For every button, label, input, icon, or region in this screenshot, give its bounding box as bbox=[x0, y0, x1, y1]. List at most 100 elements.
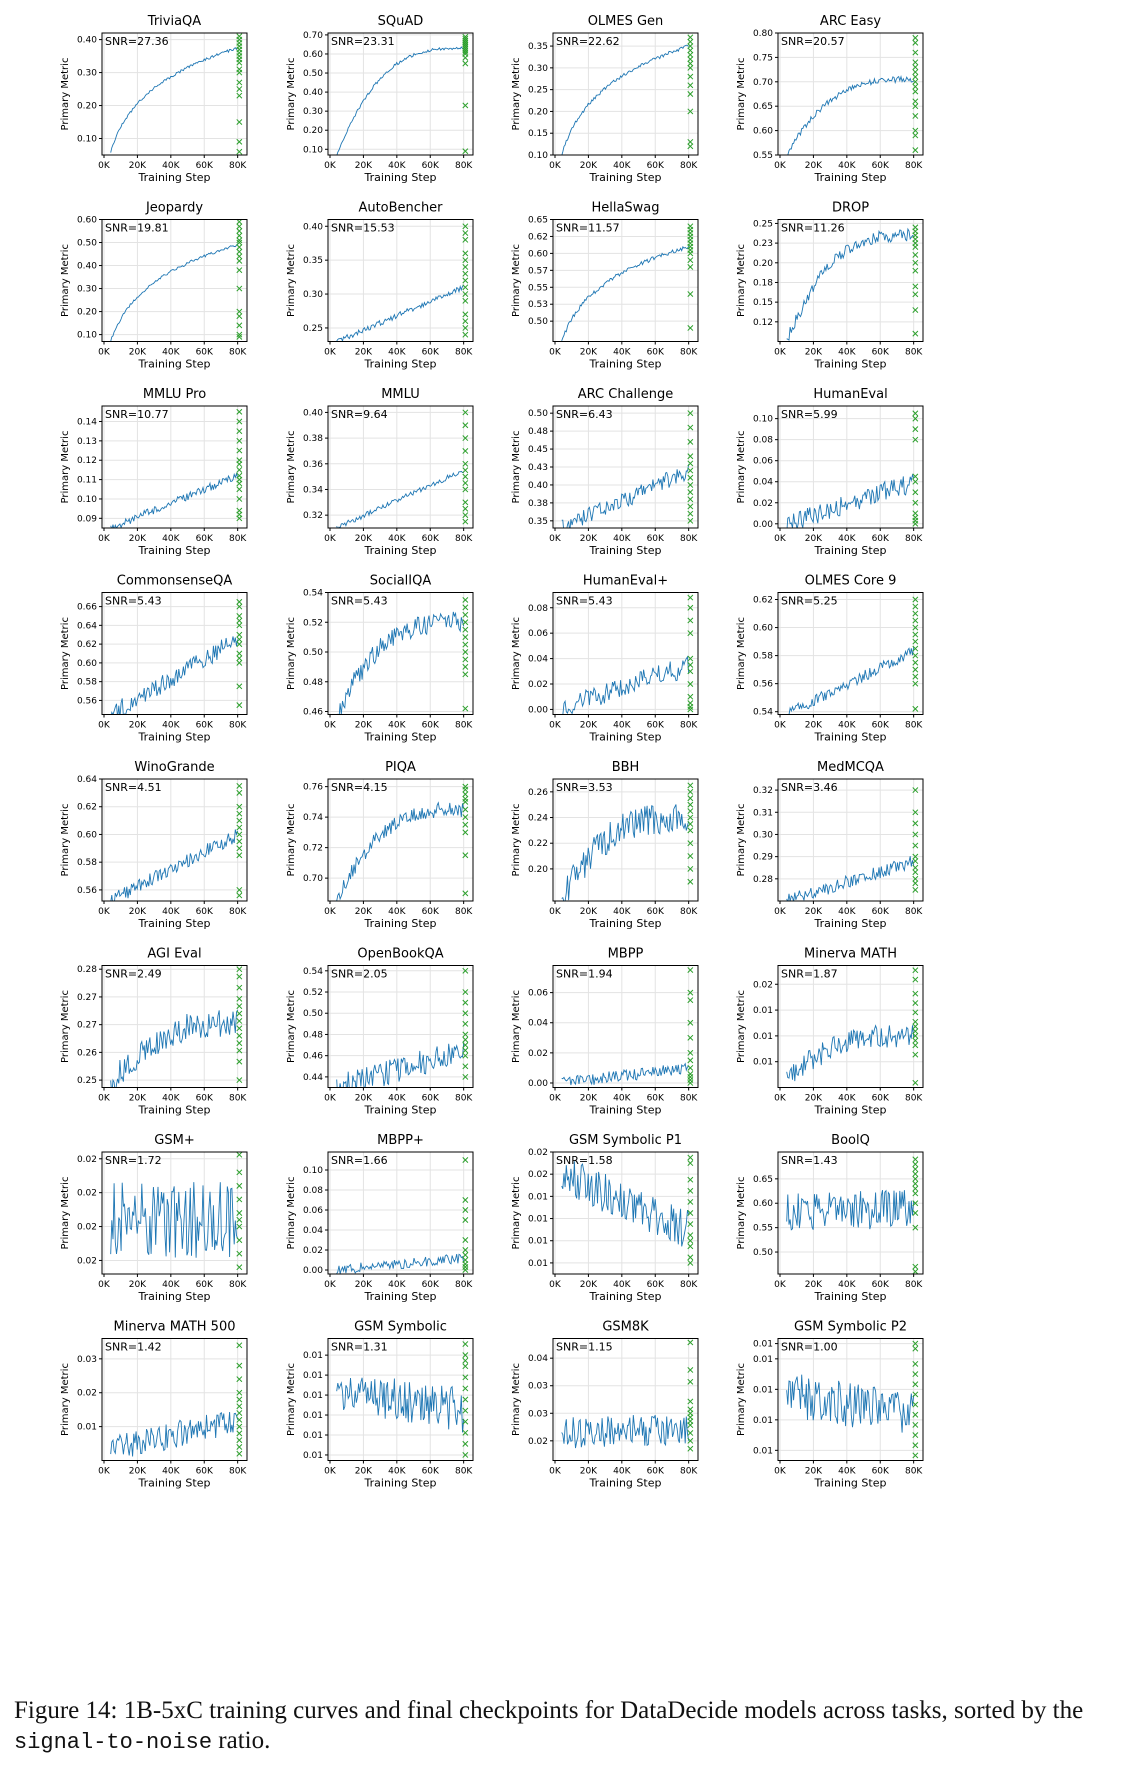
y-tick-label: 0.02 bbox=[528, 680, 548, 690]
final-checkpoint-marker bbox=[462, 656, 469, 663]
final-checkpoint-marker bbox=[236, 655, 243, 662]
final-checkpoint-marker bbox=[236, 838, 243, 845]
y-tick-label: 0.02 bbox=[528, 1148, 548, 1158]
final-checkpoint-marker bbox=[687, 424, 694, 431]
y-tick-label: 0.54 bbox=[303, 967, 323, 977]
final-checkpoint-marker bbox=[687, 438, 694, 445]
subplot-minerva-math: Minerva MATH 0K 20K 40K 60K 80K 0.01 0.01 0.01 0.… bbox=[736, 947, 924, 1117]
final-checkpoint-marker bbox=[912, 510, 919, 517]
final-checkpoint-marker bbox=[462, 814, 469, 821]
x-tick-label: 40K bbox=[162, 1280, 180, 1290]
final-checkpoint-marker bbox=[912, 1079, 919, 1086]
subplot-socialiqa: SocialIQA 0K 20K 40K 60K 80K 0.46 0.48 0.50 0.52 0… bbox=[286, 574, 474, 744]
y-tick-label: 0.52 bbox=[303, 618, 323, 628]
final-checkpoint-marker bbox=[687, 64, 694, 71]
x-tick-label: 60K bbox=[647, 1094, 665, 1104]
final-checkpoint-marker bbox=[687, 1259, 694, 1266]
final-checkpoint-marker bbox=[687, 788, 694, 795]
x-tick-label: 60K bbox=[647, 534, 665, 544]
final-checkpoint-marker bbox=[687, 453, 694, 460]
final-checkpoint-marker bbox=[462, 890, 469, 897]
x-tick-label: 60K bbox=[422, 348, 440, 358]
x-tick-label: 40K bbox=[613, 348, 631, 358]
x-tick-label: 0K bbox=[324, 161, 337, 171]
final-checkpoint-marker bbox=[462, 480, 469, 487]
y-tick-label: 0.01 bbox=[753, 1006, 773, 1016]
x-tick-label: 80K bbox=[455, 1467, 473, 1477]
final-checkpoint-marker bbox=[912, 113, 919, 119]
x-tick-label: 20K bbox=[129, 1094, 147, 1104]
subplot-winogrande: WinoGrande 0K 20K 40K 60K 80K 0.56 0.58 0.60 0.62… bbox=[60, 760, 248, 930]
subplot-gsm-symbolic-p2: GSM Symbolic P2 0K 20K 40K 60K 80K 0.01 0.01 0.0… bbox=[736, 1320, 924, 1490]
plot-frame bbox=[777, 592, 924, 715]
final-checkpoint-marker bbox=[236, 1443, 243, 1450]
y-tick-label: 0.13 bbox=[77, 437, 97, 447]
x-tick-label: 60K bbox=[872, 534, 890, 544]
final-checkpoint-marker bbox=[912, 787, 919, 794]
y-axis-label: Primary Metric bbox=[286, 431, 297, 504]
subplot-title: OLMES Gen bbox=[588, 14, 664, 29]
plot-frame bbox=[552, 592, 699, 715]
snr-label: SNR=1.00 bbox=[781, 1341, 838, 1354]
final-checkpoint-marker bbox=[912, 415, 919, 422]
x-axis-label: Training Step bbox=[364, 1477, 437, 1490]
x-tick-label: 40K bbox=[388, 348, 406, 358]
x-axis-label: Training Step bbox=[589, 917, 662, 930]
final-checkpoint-marker bbox=[912, 976, 919, 983]
final-checkpoint-marker bbox=[912, 59, 919, 66]
final-checkpoint-marker bbox=[687, 989, 694, 996]
plot-frame bbox=[327, 592, 474, 715]
plot-frame bbox=[327, 778, 474, 902]
y-axis-label: Primary Metric bbox=[60, 1177, 71, 1250]
y-tick-label: 0.26 bbox=[528, 788, 548, 798]
snr-label: SNR=11.26 bbox=[781, 222, 845, 235]
x-tick-label: 60K bbox=[872, 721, 890, 731]
final-checkpoint-marker bbox=[687, 51, 694, 58]
x-tick-label: 20K bbox=[355, 1094, 373, 1104]
y-tick-label: 0.06 bbox=[528, 629, 548, 639]
final-checkpoint-marker bbox=[236, 1416, 243, 1423]
subplot-title: Jeopardy bbox=[145, 201, 203, 216]
final-checkpoint-marker bbox=[912, 1037, 919, 1044]
x-tick-label: 0K bbox=[549, 721, 562, 731]
x-axis-label: Training Step bbox=[364, 358, 437, 371]
y-axis-label: Primary Metric bbox=[286, 244, 297, 317]
x-axis-label: Training Step bbox=[364, 171, 437, 184]
x-tick-label: 80K bbox=[905, 348, 923, 358]
series-line bbox=[110, 1411, 239, 1457]
x-axis-label: Training Step bbox=[814, 1477, 887, 1490]
y-tick-label: 0.03 bbox=[77, 1355, 97, 1365]
x-axis-label: Training Step bbox=[138, 544, 211, 557]
y-tick-label: 0.52 bbox=[303, 988, 323, 998]
x-axis-label: Training Step bbox=[589, 1104, 662, 1117]
y-tick-label: 0.02 bbox=[753, 499, 773, 509]
y-tick-label: 0.35 bbox=[528, 42, 548, 52]
final-checkpoint-marker bbox=[236, 1389, 243, 1396]
subplot-arc-easy: ARC Easy 0K 20K 40K 60K 80K 0.55 0.60 0.65 0.70 0.… bbox=[736, 14, 924, 184]
x-axis-label: Training Step bbox=[138, 917, 211, 930]
final-checkpoint-marker bbox=[912, 705, 919, 712]
y-tick-label: 0.01 bbox=[753, 1058, 773, 1068]
final-checkpoint-marker bbox=[236, 631, 243, 638]
snr-label: SNR=1.94 bbox=[556, 968, 613, 981]
final-checkpoint-marker bbox=[687, 617, 694, 624]
final-checkpoint-marker bbox=[687, 34, 694, 41]
y-tick-label: 0.02 bbox=[528, 1170, 548, 1180]
final-checkpoint-marker bbox=[912, 1175, 919, 1182]
series-line bbox=[788, 646, 915, 715]
snr-label: SNR=3.46 bbox=[781, 781, 838, 794]
final-checkpoint-marker bbox=[687, 1057, 694, 1064]
final-checkpoint-marker bbox=[912, 1185, 919, 1192]
final-checkpoint-marker bbox=[236, 831, 243, 838]
x-tick-label: 0K bbox=[98, 534, 111, 544]
y-tick-label: 0.25 bbox=[528, 86, 548, 96]
final-checkpoint-marker bbox=[687, 1070, 694, 1077]
final-checkpoint-marker bbox=[236, 641, 243, 648]
final-checkpoint-marker bbox=[236, 852, 243, 859]
x-tick-label: 40K bbox=[162, 1094, 180, 1104]
y-tick-label: 0.62 bbox=[77, 640, 97, 650]
final-checkpoint-marker bbox=[687, 801, 694, 808]
final-checkpoint-marker bbox=[462, 512, 469, 519]
final-checkpoint-marker bbox=[236, 119, 243, 125]
final-checkpoint-marker bbox=[462, 331, 469, 338]
